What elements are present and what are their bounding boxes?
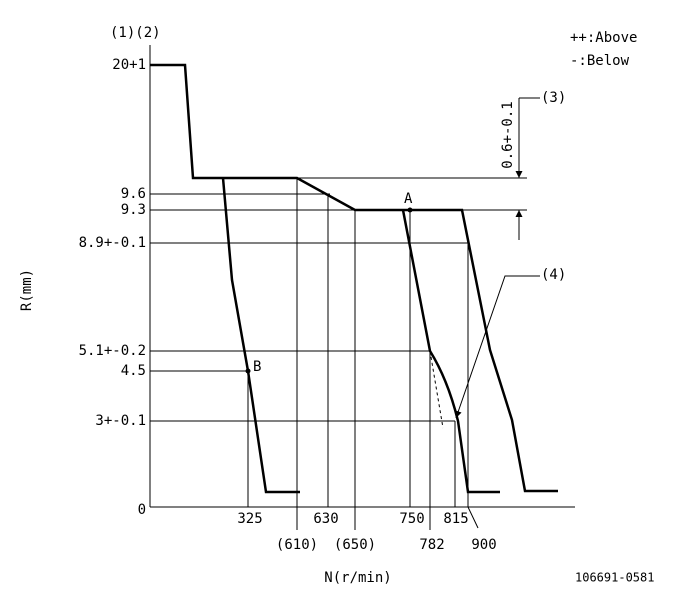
y-label: 3+-0.1 (95, 413, 146, 429)
header-label: (1)(2) (110, 25, 161, 41)
y-axis-title: R(mm) (19, 269, 35, 311)
y-label: 9.6 (121, 186, 146, 202)
footer-code: 106691-0581 (575, 571, 654, 585)
x-axis-title: N(r/min) (324, 570, 391, 586)
layout (149, 45, 575, 530)
y-label: 0 (138, 502, 146, 518)
y-label: 8.9+-0.1 (79, 235, 146, 251)
y-label: 9.3 (121, 202, 146, 218)
x-label: 750 (399, 511, 424, 527)
y-label: 5.1+-0.2 (79, 343, 146, 359)
point-label: A (404, 191, 413, 207)
tolerance-label: 0.6+-0.1 (500, 101, 516, 168)
callout-label: (4) (541, 267, 566, 283)
x-label: (610) (276, 537, 318, 553)
x-label: 815 (443, 511, 468, 527)
x-label: 325 (237, 511, 262, 527)
x-label: 900 (471, 537, 496, 553)
legend-above: ++:Above (570, 30, 637, 46)
x-label: (650) (334, 537, 376, 553)
y-label: 4.5 (121, 363, 146, 379)
callout-label: (3) (541, 90, 566, 106)
point-label: B (253, 359, 261, 375)
x-label: 630 (313, 511, 338, 527)
legend-below: -:Below (570, 53, 630, 69)
y-label: 20+1 (112, 57, 146, 73)
x-label: 782 (419, 537, 444, 553)
